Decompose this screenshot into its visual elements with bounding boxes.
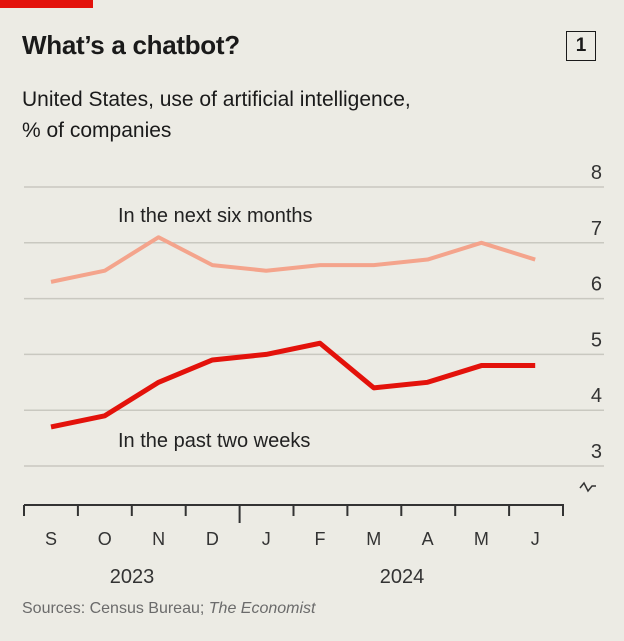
- y-tick-label: 8: [591, 162, 602, 184]
- x-tick-label: F: [315, 529, 326, 549]
- x-tick-label: N: [152, 529, 165, 549]
- y-tick-label: 7: [591, 218, 602, 240]
- sources-note: Sources: Census Bureau; The Economist: [22, 600, 315, 618]
- series-label: In the past two weeks: [118, 430, 310, 452]
- sources-text: Sources: Census Bureau;: [22, 600, 209, 617]
- series-line-past-two-weeks: [50, 340, 536, 430]
- year-label: 2024: [380, 566, 425, 588]
- x-tick-label: S: [45, 529, 57, 549]
- y-tick-label: 3: [591, 441, 602, 463]
- brand-red-bar: [0, 0, 93, 8]
- year-label: 2023: [110, 566, 155, 588]
- x-tick-label: A: [422, 529, 434, 549]
- chart-title: What’s a chatbot?: [22, 30, 240, 60]
- series-line-next-six-months: [50, 235, 536, 284]
- x-tick-label: J: [262, 529, 271, 549]
- x-tick-label: O: [98, 529, 112, 549]
- series-label: In the next six months: [118, 205, 313, 227]
- chart-subtitle: United States, use of artificial intelli…: [22, 88, 411, 142]
- x-tick-label: M: [474, 529, 489, 549]
- y-tick-label: 5: [591, 329, 602, 351]
- chart-number-badge: 1: [566, 31, 596, 61]
- sources-italic: The Economist: [208, 600, 316, 617]
- x-tick-label: J: [531, 529, 540, 549]
- x-tick-label: D: [206, 529, 219, 549]
- axis-break-icon: [579, 481, 596, 493]
- x-tick-label: M: [366, 529, 381, 549]
- y-tick-label: 6: [591, 274, 602, 296]
- y-tick-label: 4: [591, 385, 602, 407]
